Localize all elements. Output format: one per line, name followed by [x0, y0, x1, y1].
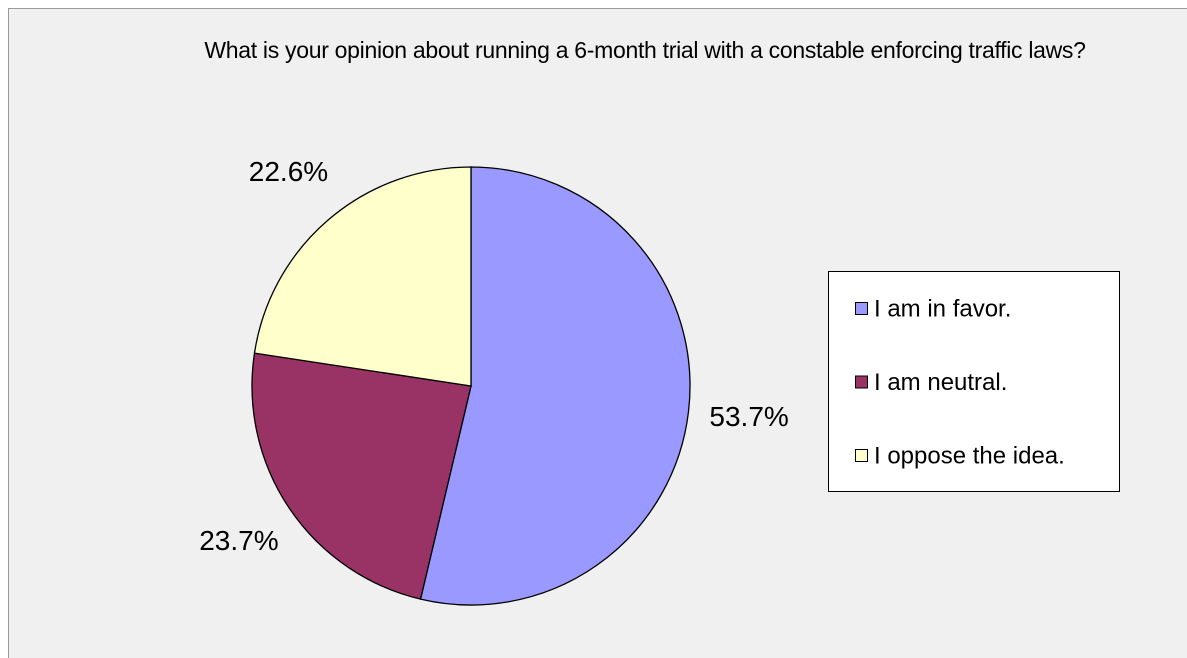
legend-swatch — [855, 449, 868, 462]
pie-slice — [251, 352, 472, 600]
legend-label: I oppose the idea. — [874, 442, 1065, 469]
data-label: 23.7% — [199, 525, 278, 556]
data-label: 53.7% — [709, 401, 788, 432]
legend-label: I am neutral. — [874, 369, 1007, 396]
legend-swatch — [855, 302, 868, 315]
legend-box — [828, 271, 1120, 492]
pie-slice — [253, 166, 472, 387]
legend-label: I am in favor. — [874, 295, 1011, 322]
pie-slice — [419, 166, 691, 606]
data-label: 22.6% — [249, 156, 328, 187]
legend-swatch — [855, 375, 868, 389]
chart-title: What is your opinion about running a 6-m… — [204, 37, 1086, 63]
